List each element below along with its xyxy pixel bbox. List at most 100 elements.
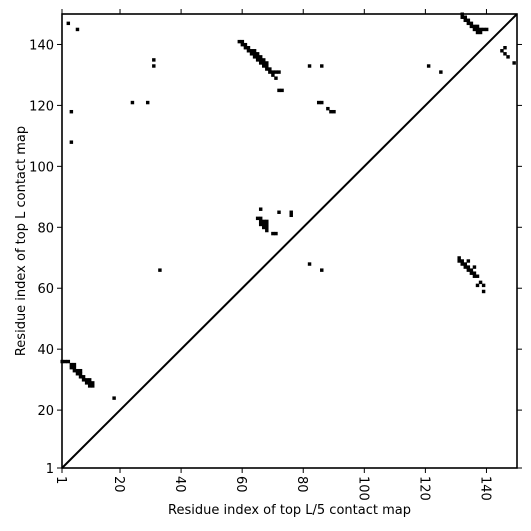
contact-point xyxy=(478,30,483,35)
contact-point xyxy=(316,100,321,105)
contact-point xyxy=(475,30,480,35)
contact-point xyxy=(466,268,471,272)
contact-point xyxy=(271,231,275,236)
contact-point xyxy=(265,228,269,233)
x-tick-label: 1 xyxy=(53,476,68,484)
contact-point xyxy=(277,210,281,214)
contact-point xyxy=(145,100,150,105)
contact-point xyxy=(506,55,510,59)
contact-point xyxy=(469,268,474,272)
contact-point xyxy=(249,52,254,56)
contact-point xyxy=(265,61,269,65)
contact-point xyxy=(466,21,471,26)
contact-point xyxy=(478,27,483,32)
contact-point xyxy=(258,207,263,211)
y-tick-label: 100 xyxy=(29,160,54,175)
plot-frame xyxy=(61,13,518,469)
contact-point xyxy=(268,67,272,71)
contact-point xyxy=(81,375,86,379)
y-tick-label: 1 xyxy=(46,462,54,477)
contact-point xyxy=(475,24,480,29)
contact-point xyxy=(91,381,95,385)
contact-point xyxy=(320,268,324,272)
contact-point xyxy=(472,271,477,275)
contact-point xyxy=(481,289,486,294)
y-tick-label: 20 xyxy=(37,404,54,419)
contact-point xyxy=(466,265,471,269)
contact-point xyxy=(87,381,92,385)
contact-point xyxy=(307,262,312,266)
contact-point xyxy=(265,225,269,230)
contact-point xyxy=(240,39,245,44)
contact-point xyxy=(329,109,333,114)
contact-point xyxy=(478,280,483,285)
contact-point xyxy=(280,88,284,93)
contact-point xyxy=(332,109,336,114)
contact-point xyxy=(258,58,263,62)
contact-point xyxy=(91,384,95,388)
contact-point xyxy=(69,365,74,370)
contact-point xyxy=(484,27,489,32)
y-tick-label: 120 xyxy=(29,99,54,114)
x-tick-label: 60 xyxy=(233,476,248,493)
contact-point xyxy=(503,45,507,50)
contact-point xyxy=(320,64,324,68)
contact-point xyxy=(274,231,278,236)
contact-point xyxy=(271,73,275,77)
contact-point xyxy=(262,225,266,230)
x-axis-label: Residue index of top L/5 contact map xyxy=(168,503,411,518)
contact-point xyxy=(271,70,275,74)
contact-point xyxy=(320,100,324,105)
contact-point xyxy=(255,55,260,59)
contact-point xyxy=(265,67,269,71)
contact-point xyxy=(69,140,74,144)
contact-point xyxy=(252,49,257,53)
contact-point xyxy=(152,58,156,62)
contact-point xyxy=(500,49,504,53)
contact-point xyxy=(262,64,266,68)
contact-point xyxy=(469,24,474,29)
contact-point xyxy=(262,61,266,65)
contact-point xyxy=(466,259,471,263)
contact-point xyxy=(252,55,257,59)
y-tick-label: 140 xyxy=(29,38,54,53)
contact-point xyxy=(243,45,248,50)
contact-point xyxy=(475,27,480,32)
contact-point xyxy=(249,49,254,53)
contact-point xyxy=(289,213,293,218)
contact-point xyxy=(265,222,269,227)
contact-point xyxy=(252,52,257,56)
x-tick-label: 40 xyxy=(172,476,187,493)
y-tick-label: 80 xyxy=(37,221,54,236)
contact-point xyxy=(258,61,263,65)
x-tick-label: 140 xyxy=(477,476,492,501)
contact-point xyxy=(481,283,486,288)
x-tick-label: 20 xyxy=(111,476,126,493)
contact-point xyxy=(265,64,269,68)
contact-point xyxy=(246,45,251,50)
contact-point xyxy=(463,18,468,23)
contact-point xyxy=(472,265,477,269)
contact-point xyxy=(243,42,248,47)
contact-point xyxy=(307,64,312,68)
contact-point xyxy=(475,274,480,278)
x-tick-label: 120 xyxy=(416,476,431,501)
diagonal-line xyxy=(61,13,518,469)
contact-point xyxy=(78,372,83,376)
contact-point xyxy=(265,219,269,224)
contact-point xyxy=(66,21,71,26)
contact-point xyxy=(69,362,74,367)
contact-point xyxy=(75,368,80,373)
contact-point xyxy=(75,372,80,376)
contact-point xyxy=(463,15,468,19)
contact-point xyxy=(72,362,77,367)
contact-point xyxy=(326,106,330,111)
contact-point xyxy=(472,24,477,29)
contact-point xyxy=(460,15,464,19)
contact-point xyxy=(277,70,281,74)
contact-point xyxy=(262,222,266,227)
contact-point xyxy=(130,100,135,105)
contact-point xyxy=(78,368,83,373)
contact-point xyxy=(466,18,471,23)
contact-point xyxy=(255,52,260,56)
